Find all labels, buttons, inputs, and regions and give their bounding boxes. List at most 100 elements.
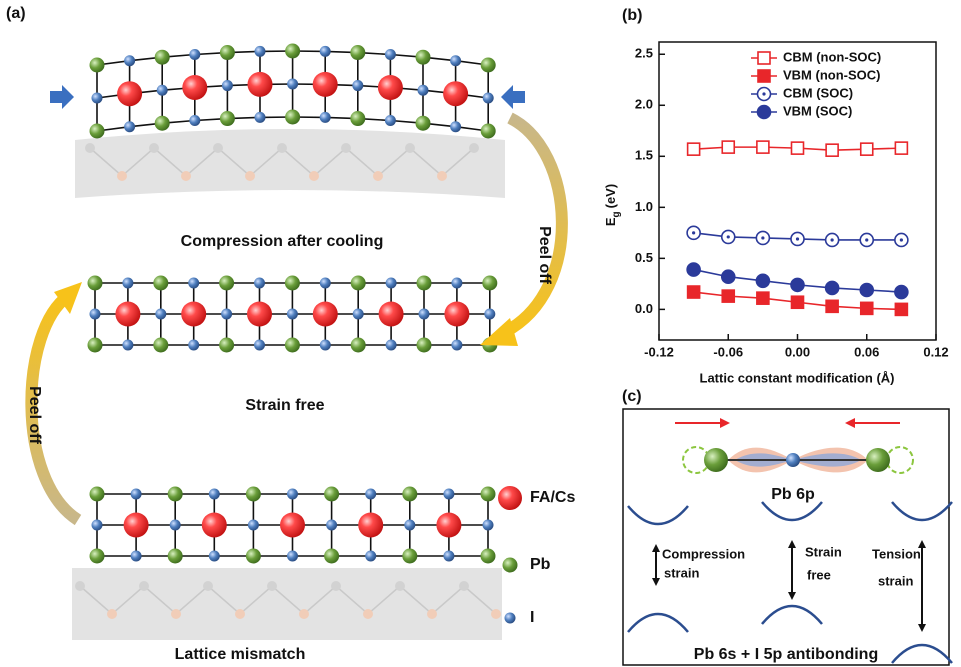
pb-atom	[350, 111, 365, 126]
i-atom	[451, 340, 462, 351]
marker	[757, 141, 769, 153]
pb-atom	[90, 549, 105, 564]
fa-cs-atom	[280, 513, 305, 538]
pb-atom	[220, 45, 235, 60]
substrate-atom	[341, 143, 351, 153]
marker-dot	[692, 231, 695, 234]
fa-cs-atom	[436, 513, 461, 538]
i-atom	[188, 340, 199, 351]
fa-cs-atom	[444, 302, 469, 327]
i-atom	[188, 278, 199, 289]
y-tick-label: 0.0	[635, 301, 653, 316]
substrate-atom	[139, 581, 149, 591]
lattice-caption: Compression after cooling	[181, 233, 384, 250]
peel-off-label: Peel off	[536, 226, 553, 284]
i-atom	[450, 55, 461, 66]
marker	[792, 296, 804, 308]
substrate-atom	[299, 609, 309, 619]
marker	[722, 290, 734, 302]
substrate-atom	[107, 609, 117, 619]
fa-cs-atom	[181, 302, 206, 327]
gap-arrow-head	[918, 624, 926, 632]
legend-label: VBM (SOC)	[783, 103, 852, 118]
pb-atom	[402, 549, 417, 564]
orbital-label: Pb 6p	[771, 486, 815, 503]
pb-atom	[481, 549, 496, 564]
i-atom	[287, 309, 298, 320]
fa-cs-atom	[379, 302, 404, 327]
peel-arrow	[505, 118, 562, 332]
band	[628, 614, 688, 632]
i-atom	[385, 115, 396, 126]
substrate-atom	[395, 581, 405, 591]
force-arrow-head	[720, 418, 730, 428]
x-tick-label: 0.00	[785, 344, 810, 359]
i-atom	[483, 93, 494, 104]
y-tick-label: 0.5	[635, 250, 653, 265]
marker	[895, 303, 907, 315]
marker-dot	[865, 238, 868, 241]
i-atom	[404, 520, 415, 531]
substrate-atom	[277, 143, 287, 153]
substrate-atom	[373, 171, 383, 181]
substrate-atom	[309, 171, 319, 181]
i-atom	[483, 520, 494, 531]
i-atom	[209, 489, 220, 500]
i-atom	[92, 93, 103, 104]
y-tick-label: 1.0	[635, 199, 653, 214]
bonding-label: Pb 6s + I 5p antibonding	[694, 646, 878, 663]
fa-cs-atom	[117, 81, 142, 106]
substrate-atom	[331, 581, 341, 591]
panel-label: (b)	[622, 7, 642, 24]
substrate-atom	[149, 143, 159, 153]
band	[892, 502, 952, 520]
i-atom	[352, 80, 363, 91]
marker	[826, 300, 838, 312]
fa-cs-atom	[182, 75, 207, 100]
marker	[895, 286, 908, 299]
y-tick-label: 2.0	[635, 97, 653, 112]
compression-arrow	[501, 85, 525, 109]
force-arrow-head	[845, 418, 855, 428]
substrate-atom	[437, 171, 447, 181]
band	[762, 502, 822, 520]
pb-atom	[246, 487, 261, 502]
legend-label: Pb	[530, 556, 551, 573]
legend-atom	[498, 486, 522, 510]
pb-atom	[351, 276, 366, 291]
marker-dot	[762, 92, 765, 95]
marker-dot	[900, 238, 903, 241]
marker	[757, 292, 769, 304]
substrate-atom	[117, 171, 127, 181]
pb-atom	[285, 110, 300, 125]
fa-cs-atom	[378, 75, 403, 100]
substrate-atom	[491, 609, 501, 619]
pb-atom	[168, 487, 183, 502]
band	[762, 606, 822, 624]
i-atom	[320, 340, 331, 351]
substrate-atom	[213, 143, 223, 153]
marker	[722, 270, 735, 283]
legend-atom	[503, 558, 518, 573]
substrate-atom	[235, 609, 245, 619]
y-tick-label: 2.5	[635, 46, 653, 61]
pb-atom	[416, 116, 431, 131]
pb-atom	[155, 50, 170, 65]
i-atom	[320, 46, 331, 57]
i-atom	[255, 112, 266, 123]
y-axis-label: Eg(eV)	[603, 184, 621, 226]
lattice-caption: Strain free	[245, 397, 324, 414]
i-atom	[451, 278, 462, 289]
pb-atom	[285, 276, 300, 291]
i-atom	[386, 278, 397, 289]
gap-arrow-head	[788, 540, 796, 548]
i-atom	[122, 278, 133, 289]
substrate-atom	[459, 581, 469, 591]
pb-atom	[168, 549, 183, 564]
i-atom	[353, 309, 364, 320]
i-atom	[443, 489, 454, 500]
strain-label: Compression	[662, 546, 745, 561]
fa-cs-atom	[313, 302, 338, 327]
substrate-atom	[171, 609, 181, 619]
marker	[792, 142, 804, 154]
